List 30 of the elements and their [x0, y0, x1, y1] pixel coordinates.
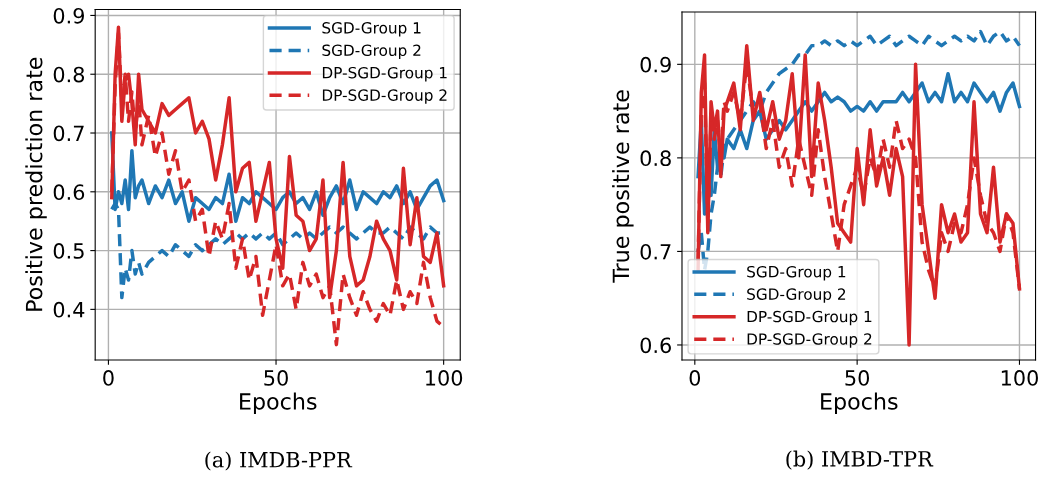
y-tick-label: 0.6 [53, 184, 85, 201]
legend-label: DP-SGD-Group 1 [322, 66, 447, 82]
legend-label: DP-SGD-Group 2 [747, 333, 872, 348]
x-tick-label: 100 [426, 370, 463, 386]
x-tick-label: 50 [264, 370, 288, 386]
text: (a) IMDB-PPR [205, 451, 353, 471]
y-tick-label: 0.7 [640, 243, 671, 260]
x-axis-title: Epochs [821, 392, 898, 415]
y-tick-label: 0.5 [53, 243, 84, 259]
y-tick-label: 0.4 [53, 301, 85, 318]
x-tick-label: 50 [845, 370, 870, 386]
x-axis-title: Epochs [240, 392, 317, 415]
legend-label: SGD-Group 1 [747, 265, 846, 281]
y-tick-label: 0.8 [640, 150, 671, 167]
y-tick-label: 0.8 [53, 66, 85, 83]
legend-label: DP-SGD-Group 1 [747, 310, 872, 326]
x-tick-label: 0 [103, 370, 114, 386]
y-axis-title: Positive prediction rate [25, 57, 47, 311]
y-tick-label: 0.9 [53, 7, 84, 24]
legend-label: DP-SGD-Group 2 [322, 89, 447, 104]
y-axis-title: True positive rate [612, 90, 634, 283]
legend-label: SGD-Group 1 [322, 22, 421, 37]
x-tick-label: 0 [689, 370, 701, 386]
y-tick-label: 0.6 [640, 337, 671, 354]
legend-label: SGD-Group 2 [747, 288, 846, 303]
x-tick-label: 100 [1001, 370, 1038, 386]
y-tick-label: 0.7 [53, 125, 84, 142]
y-tick-label: 0.9 [640, 56, 671, 73]
text: (b) IMBD-TPR [786, 450, 934, 470]
legend-label: SGD-Group 2 [322, 44, 421, 59]
